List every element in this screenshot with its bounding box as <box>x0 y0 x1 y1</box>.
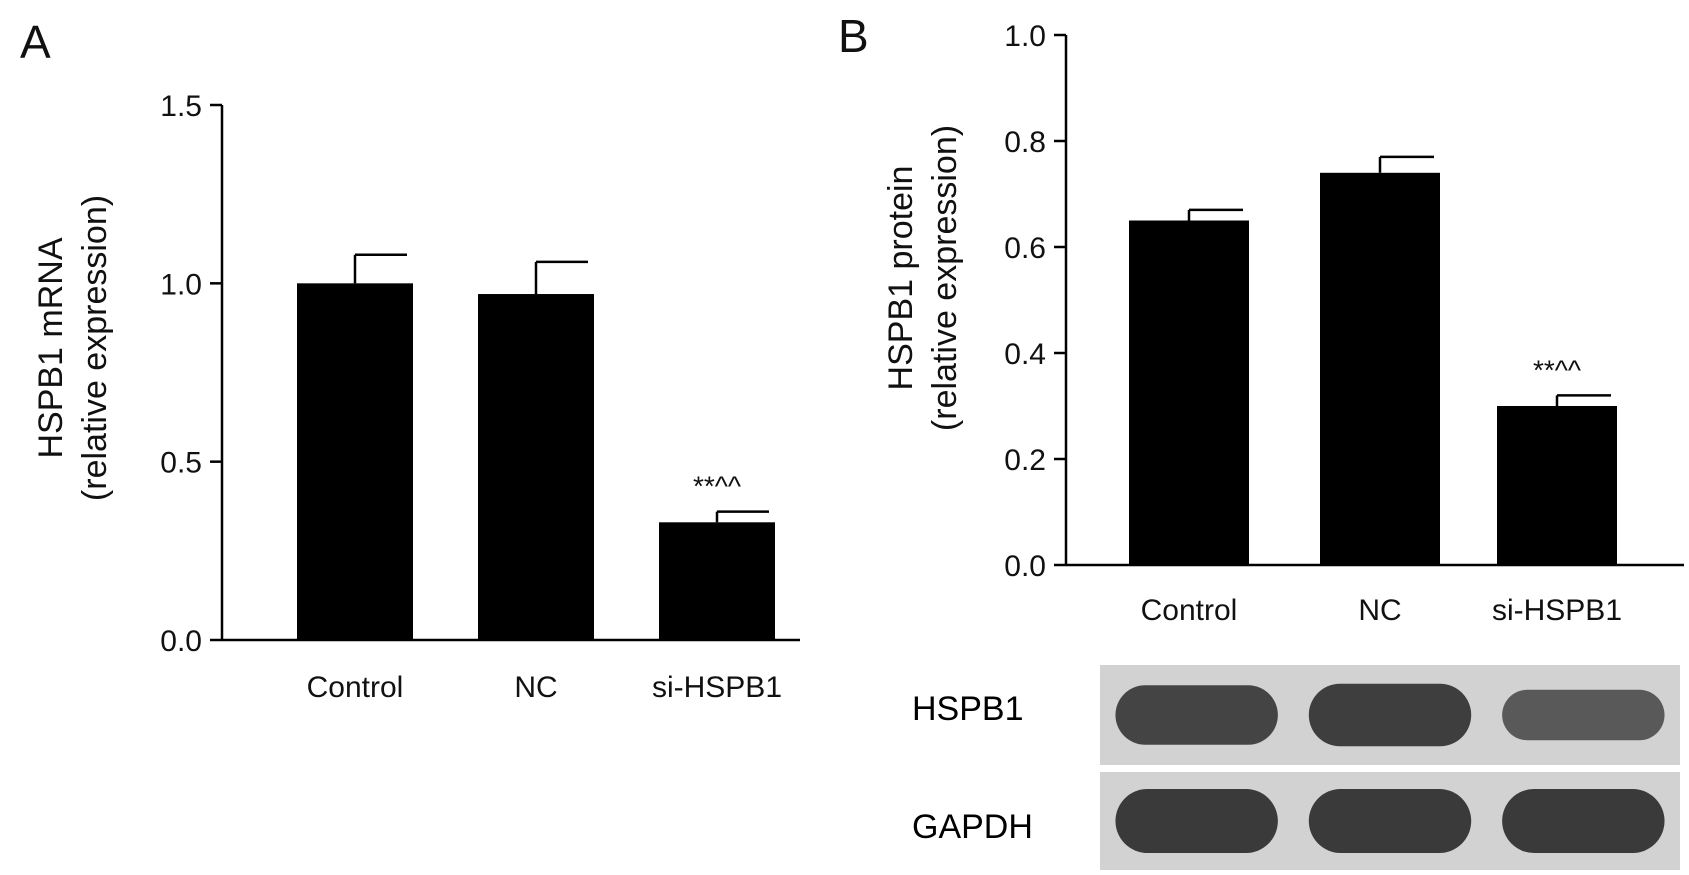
panel-b-bar-si-hspb1 <box>1497 406 1617 565</box>
panel-b-y-tick-label: 0.6 <box>1004 232 1046 265</box>
panel-a-significance-label: **^^ <box>693 471 741 502</box>
panel-a-x-tick-label: Control <box>307 671 404 704</box>
panel-b-bar-nc <box>1320 172 1440 566</box>
panel-b-x-tick-label: NC <box>1358 594 1401 627</box>
blot-band-gapdh <box>1308 789 1472 853</box>
panel-a-x-tick-label: NC <box>514 671 557 704</box>
panel-b-y-tick-label: 0.8 <box>1004 126 1046 159</box>
panel-a-ylabel-line2: (relative expression) <box>76 195 114 501</box>
blot-band-hspb1 <box>1308 683 1472 747</box>
blot-label-hspb1: HSPB1 <box>912 690 1024 728</box>
panel-b-y-tick-label: 0.4 <box>1004 338 1046 371</box>
panel-b-ylabel-line2: (relative expression) <box>926 125 964 431</box>
panel-a-y-tick-label: 0.0 <box>160 625 202 658</box>
panel-a-y-tick-label: 0.5 <box>160 447 202 480</box>
panel-b-ylabel: HSPB1 protein (relative expression) <box>882 125 964 431</box>
panel-b-y-tick-label: 1.0 <box>1004 20 1046 53</box>
panel-b-significance-label: **^^ <box>1533 354 1581 385</box>
panel-a-y-tick-label: 1.5 <box>160 90 202 123</box>
panel-a-y-tick-label: 1.0 <box>160 268 202 301</box>
panel-a-x-tick-label: si-HSPB1 <box>652 671 782 704</box>
panel-b-y-tick-label: 0.0 <box>1004 550 1046 583</box>
panel-a-bar-si-hspb1 <box>659 522 775 640</box>
panel-b: B HSPB1 protein (relative expression) 0.… <box>838 10 1684 627</box>
panel-b-x-tick-label: si-HSPB1 <box>1492 594 1622 627</box>
panel-b-letter: B <box>838 10 869 62</box>
blot-label-gapdh: GAPDH <box>912 808 1033 846</box>
panel-b-plot: 0.0 0.2 0.4 0.6 0.8 1.0 Control NC si-HSPB1 **^^ <box>1004 20 1684 627</box>
blot-band-hspb1 <box>1115 685 1278 745</box>
western-blot: HSPB1 GAPDH <box>912 665 1680 870</box>
blot-band-gapdh <box>1502 789 1665 853</box>
panel-a-letter: A <box>20 16 51 68</box>
panel-b-x-tick-label: Control <box>1141 594 1238 627</box>
blot-band-hspb1 <box>1502 689 1665 741</box>
panel-b-y-tick-label: 0.2 <box>1004 444 1046 477</box>
panel-a-plot: 0.0 0.5 1.0 1.5 Control NC si-HSPB1 **^^ <box>160 90 800 704</box>
panel-b-ylabel-line1: HSPB1 protein <box>882 166 920 391</box>
panel-a-ylabel-line1: HSPB1 mRNA <box>32 237 70 458</box>
panel-a-ylabel: HSPB1 mRNA (relative expression) <box>32 195 114 501</box>
panel-a-bar-control <box>297 283 413 640</box>
blot-band-gapdh <box>1115 789 1278 853</box>
panel-a-bar-nc <box>478 294 594 640</box>
panel-b-bar-control <box>1129 220 1249 565</box>
blot-strips <box>1100 665 1680 870</box>
panel-a: A HSPB1 mRNA (relative expression) 0.00.… <box>20 16 800 704</box>
